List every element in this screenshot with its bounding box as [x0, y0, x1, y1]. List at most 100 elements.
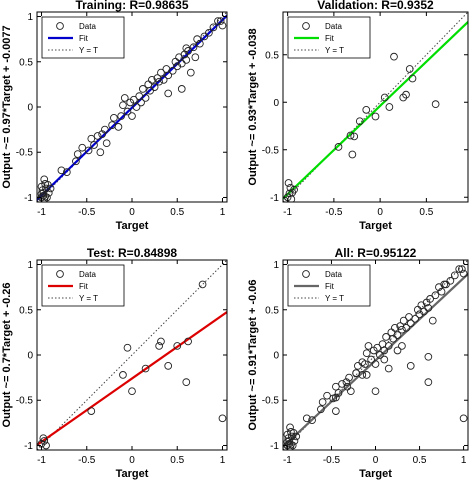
- data-point: [350, 132, 359, 141]
- y-axis-label: Output ~= 0.7*Target + -0.26: [1, 283, 13, 428]
- data-point: [323, 391, 331, 400]
- x-tick-label: -1: [37, 455, 46, 466]
- data-point: [398, 342, 406, 350]
- data-point: [57, 166, 66, 175]
- data-point: [39, 434, 48, 443]
- data-point: [209, 23, 218, 32]
- legend: Data Fit Y = T: [287, 264, 371, 307]
- y-tick-label: 0.5: [265, 50, 279, 61]
- chart-panel-1: -1 -0.5 0 0.5 1 -1 -0.5 0 0.5 1 Training: R=0.9863…: [1, 0, 228, 232]
- data-point: [287, 432, 296, 441]
- data-point: [361, 360, 369, 368]
- data-point: [288, 441, 297, 450]
- data-point: [101, 125, 109, 134]
- x-tick-label: -0.5: [78, 455, 96, 466]
- data-point: [399, 93, 408, 102]
- legend-label-identity: Y = T: [79, 294, 98, 303]
- data-point: [411, 314, 419, 323]
- data-point: [173, 342, 182, 350]
- data-point: [182, 56, 191, 64]
- data-point: [364, 342, 373, 350]
- data-point: [128, 112, 136, 120]
- fit-line: [37, 311, 227, 446]
- x-tick-label: -1: [283, 455, 292, 466]
- chart-panel-2: -1 -0.5 0 0.5 -1 -0.5 0 0.5 Validation: R=0.9352…: [247, 0, 469, 232]
- data-point: [380, 93, 389, 102]
- chart-title: Training: R=0.98635: [75, 0, 188, 12]
- data-point: [459, 269, 468, 278]
- data-point: [148, 76, 156, 84]
- data-point: [191, 53, 200, 62]
- data-point: [164, 89, 173, 98]
- x-axis-label: Target: [116, 220, 149, 232]
- data-point: [362, 349, 371, 358]
- data-point: [459, 414, 468, 423]
- data-point: [352, 369, 360, 377]
- data-point: [114, 123, 123, 131]
- x-tick-label: -1: [283, 207, 292, 218]
- data-point: [348, 150, 357, 159]
- data-point: [168, 66, 177, 75]
- data-point: [355, 117, 364, 126]
- chart-panel-4: -1 -0.5 0 0.5 1 -1 -0.5 0 0.5 1 All: R=0.95122 Targ…: [247, 246, 469, 480]
- data-point: [46, 184, 55, 193]
- data-point: [318, 398, 327, 406]
- data-point: [384, 364, 393, 373]
- data-point: [87, 134, 96, 143]
- y-tick-label: -1: [24, 441, 33, 452]
- y-tick-label: 0.5: [265, 305, 279, 316]
- data-point: [155, 342, 163, 350]
- legend-data-marker: [302, 22, 310, 30]
- y-tick-label: -0.5: [262, 396, 280, 407]
- x-tick-label: 1: [461, 455, 467, 466]
- data-point: [157, 337, 165, 346]
- legend-data-marker: [302, 270, 310, 278]
- data-point: [393, 346, 402, 355]
- x-tick-label: 1: [220, 207, 226, 218]
- data-point: [287, 440, 295, 449]
- data-point: [428, 316, 437, 325]
- data-point: [42, 184, 50, 193]
- x-tick-label: 0: [129, 455, 135, 466]
- data-point: [119, 371, 127, 379]
- data-point: [284, 434, 293, 443]
- data-point: [398, 325, 406, 334]
- y-tick-label: 1: [273, 260, 279, 271]
- y-tick-label: 1: [27, 260, 33, 271]
- y-tick-label: 1: [27, 12, 33, 23]
- data-point: [42, 441, 50, 450]
- data-point: [96, 148, 105, 157]
- data-point: [141, 94, 150, 102]
- x-tick-label: -1: [37, 207, 46, 218]
- chart-panel-3: -1 -0.5 0 0.5 1 -1 -0.5 0 0.5 1 Test: R=0.84898 Tar…: [1, 246, 228, 480]
- y-tick-label: -1: [24, 193, 33, 204]
- data-point: [150, 83, 159, 91]
- data-point: [384, 342, 393, 350]
- data-point: [371, 112, 380, 121]
- x-axis-label: Target: [359, 468, 392, 480]
- data-point: [141, 364, 150, 373]
- data-point: [173, 62, 182, 71]
- data-point: [218, 414, 227, 423]
- data-point: [286, 423, 294, 432]
- y-tick-label: 0: [273, 98, 279, 109]
- data-point: [193, 35, 201, 43]
- y-tick-label: -1: [270, 193, 279, 204]
- y-axis-label: Output ~= 0.91*Target + -0.06: [247, 279, 259, 430]
- data-point: [214, 17, 222, 25]
- chart-title: All: R=0.95122: [335, 246, 417, 260]
- data-point: [437, 287, 446, 296]
- identity-line: [37, 260, 227, 450]
- x-tick-label: -0.5: [323, 455, 341, 466]
- data-point: [182, 378, 191, 386]
- data-point: [123, 343, 132, 352]
- data-point: [40, 175, 49, 184]
- data-point: [334, 143, 343, 151]
- y-tick-label: 0: [27, 103, 33, 114]
- data-point: [391, 324, 399, 332]
- legend: Data Fit Y = T: [41, 264, 125, 307]
- x-tick-label: -0.5: [325, 207, 343, 218]
- data-point: [334, 389, 343, 397]
- data-point: [399, 316, 408, 325]
- data-point: [93, 132, 102, 140]
